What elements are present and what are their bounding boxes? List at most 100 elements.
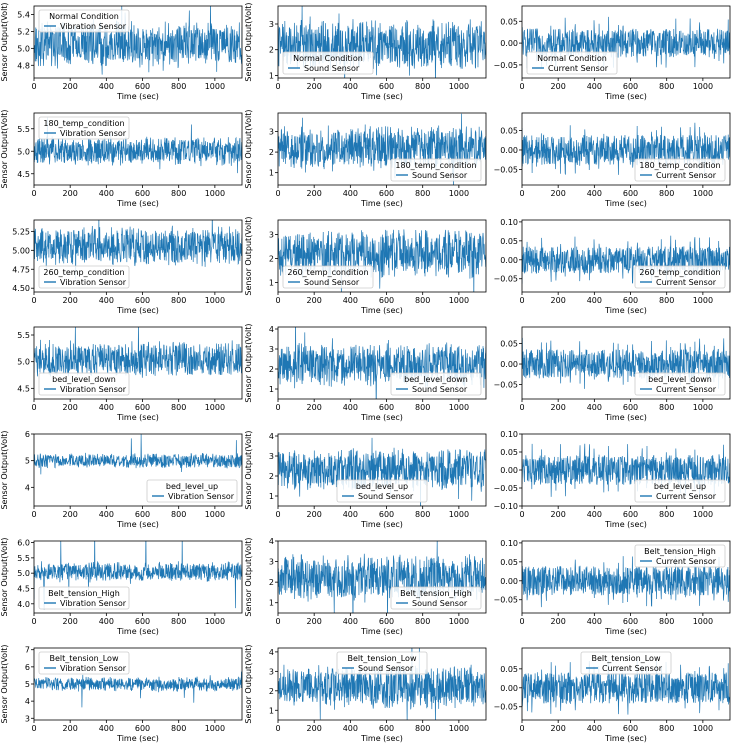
x-tick-label-2-5: 1000: [693, 82, 713, 91]
x-tick-label-10-0: 0: [275, 403, 280, 412]
x-tick-label-14-2: 400: [587, 510, 602, 519]
y-tick-label-12-2: 6: [25, 430, 30, 439]
series-line-15: [34, 541, 242, 610]
legend-box-10: [390, 372, 482, 396]
x-tick-label-15-4: 800: [171, 617, 186, 626]
x-tick-label-3-1: 200: [63, 189, 78, 198]
x-tick-label-20-4: 800: [659, 724, 674, 733]
plot-frame-8: [521, 219, 731, 293]
plot-frame-7: [277, 219, 487, 293]
x-tick-label-6-4: 800: [171, 296, 186, 305]
y-tick-label-1-1: 2: [269, 46, 274, 55]
y-tick-label-20-2: 0.05: [500, 665, 518, 674]
y-tick-label-2-1: 0.00: [500, 39, 518, 48]
y-tick-label-8-3: 0.10: [500, 218, 518, 227]
legend-entry-10: Sound Sensor: [412, 385, 468, 394]
y-axis-label-4: Sensor Output(Volt): [244, 109, 253, 188]
series-line-3: [34, 117, 242, 174]
y-tick-label-18-4: 7: [25, 646, 30, 655]
x-tick-label-9-2: 400: [99, 403, 114, 412]
y-tick-label-15-1: 4.5: [17, 584, 30, 593]
legend-title-3: 180_temp_condition: [43, 119, 124, 128]
x-tick-label-10-1: 200: [307, 403, 322, 412]
x-tick-label-7-4: 800: [415, 296, 430, 305]
subplot-7: 0 200 400 600 800 1000 1 2 3 Time (sec) Sensor Out…: [244, 216, 487, 315]
legend-box-1: [282, 51, 374, 75]
x-tick-label-20-3: 600: [623, 724, 638, 733]
x-axis-label-20: Time (sec): [604, 734, 647, 743]
y-axis-label-12: Sensor Output(Volt): [0, 430, 9, 509]
y-tick-label-6-2: 5.00: [12, 246, 30, 255]
y-tick-label-11-1: 0.00: [500, 360, 518, 369]
y-tick-label-6-0: 4.50: [12, 284, 30, 293]
x-tick-label-20-2: 400: [587, 724, 602, 733]
x-axis-label-18: Time (sec): [116, 734, 159, 743]
legend-entry-5: Current Sensor: [656, 171, 717, 180]
y-tick-label-14-3: 0.05: [500, 448, 518, 457]
legend-box-7: [282, 265, 374, 289]
y-tick-label-18-0: 3: [25, 714, 30, 723]
y-tick-label-16-0: 1: [269, 599, 274, 608]
legend-box-16: [390, 586, 482, 610]
y-tick-label-5-0: −0.05: [493, 165, 518, 174]
x-tick-label-5-5: 1000: [693, 189, 713, 198]
subplot-14: 0 200 400 600 800 1000 −0.10 −0.05 0.00 0.05 0.10 T…: [493, 430, 731, 529]
x-tick-label-10-4: 800: [415, 403, 430, 412]
plot-frame-10: [277, 326, 487, 400]
legend-box-14: [634, 479, 726, 503]
x-tick-label-18-3: 600: [135, 724, 150, 733]
plot-frame-20: [521, 647, 731, 721]
plot-frame-12: [33, 433, 243, 507]
y-tick-label-4-0: 1: [269, 169, 274, 178]
x-tick-label-2-0: 0: [519, 82, 524, 91]
x-tick-label-16-1: 200: [307, 617, 322, 626]
legend-title-11: bed_level_down: [648, 375, 712, 384]
legend-box-4: [390, 158, 482, 182]
legend-box-13: [336, 479, 428, 503]
x-tick-label-6-0: 0: [31, 296, 36, 305]
legend-entry-0: Vibration Sensor: [60, 22, 127, 31]
x-tick-label-1-4: 800: [415, 82, 430, 91]
subplot-18: 0 200 400 600 800 1000 3 4 5 6 7 Time (sec) Sensor O…: [0, 644, 243, 743]
y-axis-label-16: Sensor Output(Volt): [244, 537, 253, 616]
legend-title-9: bed_level_down: [52, 375, 116, 384]
y-tick-label-9-2: 5.5: [17, 331, 30, 340]
y-tick-label-20-1: 0.00: [500, 684, 518, 693]
x-tick-label-8-1: 200: [551, 296, 566, 305]
legend-title-14: bed_level_up: [654, 482, 706, 491]
x-tick-label-0-2: 400: [99, 82, 114, 91]
subplot-3: 0 200 400 600 800 1000 4.5 5.0 5.5 Time (sec) Sens…: [0, 109, 243, 208]
x-tick-label-13-5: 1000: [449, 510, 469, 519]
y-axis-label-18: Sensor Output(Volt): [0, 644, 9, 723]
subplot-8: 0 200 400 600 800 1000 −0.05 0.00 0.05 0.10 Time (…: [493, 218, 731, 315]
legend-title-2: Normal Condition: [537, 54, 607, 63]
y-tick-label-17-3: 0.10: [500, 539, 518, 548]
x-axis-label-17: Time (sec): [604, 627, 647, 636]
x-tick-label-2-3: 600: [623, 82, 638, 91]
series-line-6: [34, 220, 242, 280]
subplot-10: 0 200 400 600 800 1000 1 2 3 4 Time (sec) Sensor Ou…: [244, 323, 487, 422]
x-tick-label-19-2: 400: [343, 724, 358, 733]
x-tick-label-11-2: 400: [587, 403, 602, 412]
legend-title-0: Normal Condition: [49, 12, 119, 21]
x-axis-label-15: Time (sec): [116, 627, 159, 636]
y-axis-label-13: Sensor Output(Volt): [244, 430, 253, 509]
plot-frame-19: [277, 647, 487, 721]
x-tick-label-8-5: 1000: [693, 296, 713, 305]
y-tick-label-6-1: 4.75: [12, 265, 30, 274]
x-tick-label-11-3: 600: [623, 403, 638, 412]
legend-entry-14: Current Sensor: [656, 492, 717, 501]
x-axis-label-9: Time (sec): [116, 413, 159, 422]
x-axis-label-3: Time (sec): [116, 199, 159, 208]
x-tick-label-19-0: 0: [275, 724, 280, 733]
x-tick-label-12-2: 400: [99, 510, 114, 519]
y-tick-label-0-3: 5.4: [17, 10, 30, 19]
legend-title-18: Belt_tension_Low: [49, 654, 118, 663]
x-tick-label-18-5: 1000: [205, 724, 225, 733]
y-tick-label-17-2: 0.05: [500, 558, 518, 567]
